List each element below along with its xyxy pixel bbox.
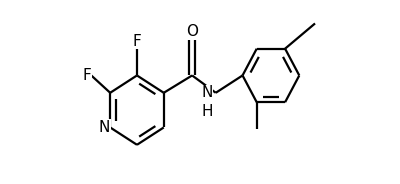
Text: F: F xyxy=(132,34,141,49)
Text: H: H xyxy=(201,104,213,119)
Text: F: F xyxy=(82,68,91,83)
Text: N: N xyxy=(99,120,110,135)
Text: N: N xyxy=(201,85,213,100)
Text: O: O xyxy=(186,24,198,39)
